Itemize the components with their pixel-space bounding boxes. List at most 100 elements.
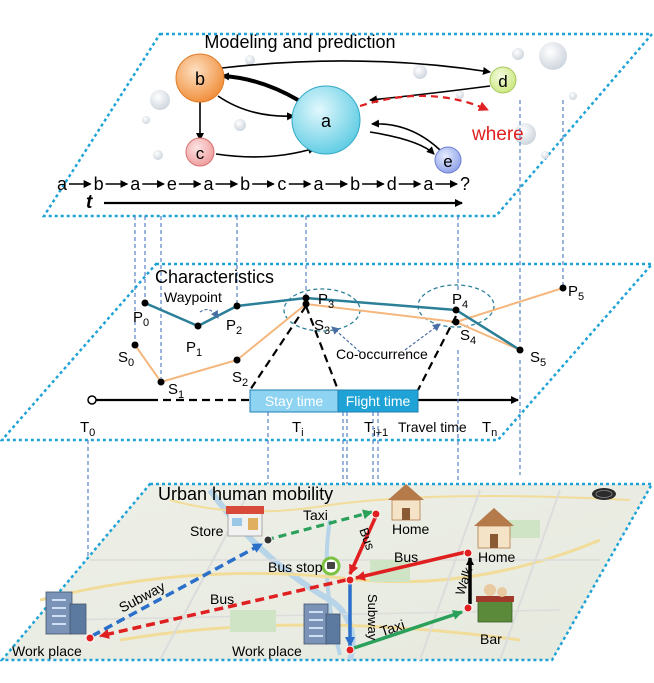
home-right-icon — [474, 508, 514, 549]
route-nodes — [85, 509, 473, 655]
s-point — [157, 378, 165, 386]
place-home-right: Home — [478, 549, 516, 565]
s-trajectory-tail — [455, 287, 564, 323]
node-e: e — [434, 146, 462, 174]
s-point-label: S0 — [118, 349, 134, 369]
s-point — [233, 356, 241, 364]
s-point — [131, 341, 139, 349]
where-label: where — [471, 124, 524, 145]
sequence-row: a b a e a b c a b d a? — [57, 174, 470, 194]
middle-panel-border — [0, 262, 654, 442]
travel-time-label: Travel time — [398, 419, 467, 435]
time-tick-label: T0 — [80, 419, 95, 439]
bar-icon — [476, 584, 514, 623]
route-bus-right — [355, 550, 467, 581]
sequence-item: b — [94, 174, 104, 194]
time-ticks: T0 Ti Ti+1 Tn — [80, 419, 497, 439]
edge-d-a — [369, 85, 491, 104]
sequence-item: b — [350, 174, 360, 194]
p-point — [194, 322, 202, 330]
p-point-label: P2 — [226, 317, 242, 337]
node-b: b — [175, 53, 225, 103]
p-point — [559, 284, 567, 292]
route-label-subway-vertical: Subway — [365, 594, 380, 641]
s-point-label: S2 — [232, 369, 248, 389]
edge-b-d — [221, 60, 491, 75]
p-point-label: P4 — [452, 291, 468, 311]
p-point — [233, 302, 241, 310]
node-d: d — [489, 66, 517, 94]
place-work-center: Work place — [232, 643, 302, 659]
home-top-icon — [388, 484, 424, 521]
place-bus-stop: Bus stop — [268, 559, 323, 575]
p-point — [141, 299, 149, 307]
stay-time-label: Stay time — [265, 393, 324, 409]
compass-icon — [592, 488, 616, 500]
time-tick-label: Tn — [482, 419, 497, 439]
top-panel-title: Modeling and prediction — [204, 32, 395, 52]
time-tick-label: Ti — [292, 419, 304, 439]
place-home-top: Home — [392, 521, 430, 537]
trajectory-points: P0 P1 P2 P3 P4 P5 S0 S1 S2 S3 S4 S5 — [118, 283, 584, 401]
store-icon — [226, 506, 264, 537]
work-left-icon — [45, 591, 87, 635]
p-point — [452, 306, 460, 314]
edge-a-e — [369, 131, 435, 155]
sequence-item: a — [423, 174, 434, 194]
route-label-bus-vertical: Bus — [356, 526, 378, 553]
edge-c-a — [215, 146, 316, 158]
svg-text:e: e — [443, 152, 452, 171]
sequence-item: d — [387, 174, 397, 194]
cooccurrence-label: Co-occurrence — [336, 346, 428, 362]
svg-text:b: b — [195, 69, 205, 89]
waypoint-label: Waypoint — [164, 289, 222, 305]
map-panel-title: Urban human mobility — [158, 484, 333, 504]
svg-text:c: c — [196, 144, 205, 163]
route-label-bus-left: Bus — [210, 591, 234, 607]
connectors-top-mid — [134, 100, 564, 378]
route-bus-left — [99, 578, 347, 639]
sequence-item: a — [313, 174, 324, 194]
place-work-left: Work place — [12, 643, 82, 659]
p-point-label: P1 — [186, 339, 202, 359]
s-point-label: S5 — [530, 349, 546, 369]
p-trajectory — [144, 296, 521, 352]
route-label-bus-right: Bus — [394, 549, 418, 565]
waypoint-arrow — [199, 308, 219, 319]
cooccurrence-arrow-left — [331, 326, 361, 353]
work-center-icon — [303, 603, 341, 645]
route-subway-left — [91, 542, 263, 638]
decorative-bubbles — [142, 42, 577, 160]
stay-flight-wedges — [249, 305, 457, 391]
sequence-item: a — [204, 174, 215, 194]
place-bar: Bar — [480, 631, 502, 647]
s-point-label: S1 — [168, 381, 184, 401]
flight-time-label: Flight time — [346, 393, 411, 409]
time-tick-label: Ti+1 — [364, 419, 388, 439]
place-store: Store — [190, 523, 224, 539]
s-trajectory — [134, 302, 521, 384]
s-point-label: S3 — [314, 317, 330, 337]
sequence-item: ? — [460, 174, 470, 194]
time-label: t — [86, 192, 93, 213]
sequence-item: a — [130, 174, 141, 194]
s-point — [452, 318, 460, 326]
s-point — [302, 300, 310, 308]
node-a: a — [291, 85, 361, 155]
edge-a-b-thick — [221, 72, 300, 102]
p-point — [302, 294, 310, 302]
route-label-taxi-bottom: Taxi — [378, 616, 407, 639]
sequence-item: e — [167, 174, 177, 194]
s-point — [516, 346, 524, 354]
sequence-item: c — [277, 174, 286, 194]
s-point-label: S4 — [460, 327, 476, 347]
node-c: c — [185, 137, 215, 167]
svg-text:a: a — [321, 111, 332, 131]
timeline-start — [87, 395, 97, 405]
sequence-item: a — [57, 174, 68, 194]
edge-e-a — [371, 119, 441, 151]
p-point-label: P5 — [568, 283, 584, 303]
middle-panel-title: Characteristics — [155, 267, 274, 287]
